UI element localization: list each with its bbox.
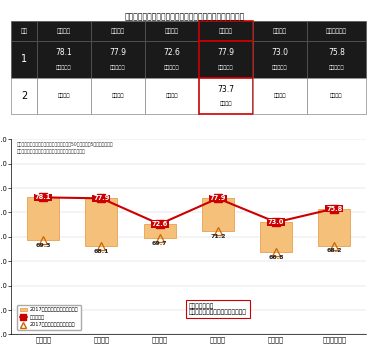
- Bar: [145, 42, 199, 77]
- Text: 2: 2: [21, 90, 27, 101]
- Text: 66.8: 66.8: [268, 255, 284, 260]
- Text: 69.7: 69.7: [152, 241, 167, 246]
- Text: 知覚価値: 知覚価値: [165, 29, 179, 34]
- Bar: [37, 77, 91, 114]
- Bar: [11, 42, 37, 77]
- Bar: [260, 222, 292, 252]
- Text: 日本郵便: 日本郵便: [111, 93, 124, 98]
- Text: 77.9: 77.9: [210, 195, 226, 201]
- Text: 日本郵便: 日本郵便: [219, 101, 232, 106]
- Text: 75.8: 75.8: [326, 206, 342, 212]
- Text: 1: 1: [21, 55, 27, 64]
- Text: 71.2: 71.2: [210, 234, 226, 239]
- Bar: [91, 42, 145, 77]
- Bar: [253, 42, 307, 77]
- Text: 日本郵便: 日本郵便: [57, 93, 70, 98]
- Bar: [37, 21, 91, 42]
- Text: 77.9: 77.9: [109, 49, 126, 57]
- Text: ＜２０１７年度　宅配便　６形態順位（上位２位まで）＞: ＜２０１７年度 宅配便 ６形態順位（上位２位まで）＞: [125, 12, 245, 21]
- Text: ヤマト運輸: ヤマト運輸: [164, 65, 179, 70]
- Text: 73.7: 73.7: [217, 84, 234, 94]
- Text: 顧客期待: 顧客期待: [57, 29, 71, 34]
- Bar: [307, 77, 366, 114]
- Text: 78.1: 78.1: [55, 49, 72, 57]
- Text: 73.0: 73.0: [268, 219, 284, 225]
- Text: 知覚品質: 知覚品質: [111, 29, 125, 34]
- Text: 68.2: 68.2: [326, 248, 342, 253]
- Text: 顧客満足: 顧客満足: [219, 29, 233, 34]
- Text: ヤマト運輸: ヤマト運輸: [272, 65, 287, 70]
- Bar: [144, 224, 176, 238]
- Bar: [202, 198, 234, 231]
- Text: 推奨意向: 推奨意向: [273, 29, 287, 34]
- Text: 69.3: 69.3: [36, 243, 51, 248]
- Bar: [199, 77, 253, 114]
- Bar: [318, 209, 350, 246]
- Text: ヤマト運輸: ヤマト運輸: [110, 65, 125, 70]
- Bar: [91, 21, 145, 42]
- Text: ヤマト運輸: ヤマト運輸: [329, 65, 344, 70]
- Bar: [27, 197, 59, 240]
- Bar: [145, 21, 199, 42]
- Legend: 2017年度宅配便　業種評価の幅, ヤマト運輸, 2017年度宅配便　業種中央値: 2017年度宅配便 業種評価の幅, ヤマト運輸, 2017年度宅配便 業種中央値: [17, 305, 81, 330]
- Bar: [253, 21, 307, 42]
- Bar: [11, 77, 37, 114]
- Text: 白抜きの数値は
ヤマト運輸が業種１位となった項目: 白抜きの数値は ヤマト運輸が業種１位となった項目: [189, 303, 247, 315]
- Text: 72.6: 72.6: [151, 221, 168, 227]
- Text: 西濃運輸: 西濃運輸: [165, 93, 178, 98]
- Bar: [11, 21, 37, 42]
- Text: 75.8: 75.8: [328, 49, 345, 57]
- Text: 77.9: 77.9: [93, 195, 110, 201]
- Bar: [199, 21, 253, 42]
- Text: ヤマト運輸: ヤマト運輸: [218, 65, 233, 70]
- Text: 順位: 順位: [20, 29, 27, 34]
- Text: 68.1: 68.1: [94, 249, 109, 254]
- Text: ロイヤルティ: ロイヤルティ: [326, 29, 347, 34]
- Text: 日本郵便: 日本郵便: [330, 93, 343, 98]
- Bar: [199, 42, 253, 77]
- Bar: [145, 77, 199, 114]
- Bar: [307, 42, 366, 77]
- Text: 73.0: 73.0: [271, 49, 288, 57]
- Bar: [253, 77, 307, 114]
- Text: 「評価・順位に含まれる調査・指数化対象（50音順）」計5企業・ブランド
佐川急便、西濃運輸、日本郵便、福山通運、ヤマト運輸: 「評価・順位に含まれる調査・指数化対象（50音順）」計5企業・ブランド 佐川急便…: [16, 142, 113, 154]
- Text: ヤマト運輸: ヤマト運輸: [56, 65, 71, 70]
- Bar: [91, 77, 145, 114]
- Text: 78.1: 78.1: [35, 194, 51, 200]
- Text: 日本郵便: 日本郵便: [273, 93, 286, 98]
- Bar: [85, 198, 117, 246]
- Text: 72.6: 72.6: [163, 49, 180, 57]
- Bar: [37, 42, 91, 77]
- Text: 77.9: 77.9: [217, 49, 234, 57]
- Bar: [307, 21, 366, 42]
